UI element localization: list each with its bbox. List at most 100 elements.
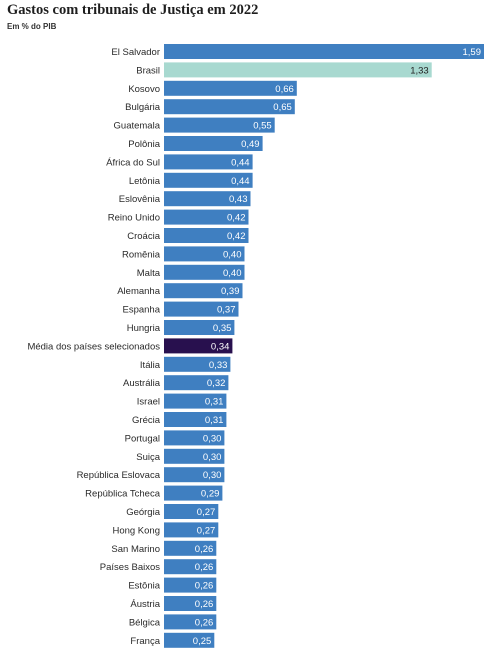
value-label: 0,33 <box>209 360 228 371</box>
bar-brasil <box>164 62 432 78</box>
category-label: Romênia <box>122 249 161 260</box>
value-label: 0,34 <box>211 341 230 352</box>
value-label: 0,40 <box>223 268 242 279</box>
category-label: El Salvador <box>111 47 160 58</box>
category-label: Brasil <box>136 65 160 76</box>
bar-croacia <box>164 228 249 243</box>
category-label: Portugal <box>125 433 160 444</box>
value-label: 0,37 <box>217 305 236 316</box>
bar-guatemala <box>164 117 275 133</box>
bar-row-el-salvador: El Salvador 1,59 <box>111 44 484 59</box>
category-label: Média dos países selecionados <box>27 341 160 352</box>
value-label: 0,55 <box>253 121 272 132</box>
bar-australia <box>164 375 229 391</box>
value-label: 0,26 <box>195 544 214 555</box>
category-label: Hungria <box>127 323 161 334</box>
category-label: Kosovo <box>128 84 160 95</box>
value-label: 0,44 <box>231 176 250 187</box>
category-label: Austrália <box>123 378 161 389</box>
value-label: 0,42 <box>227 213 246 224</box>
value-label: 0,43 <box>229 194 248 205</box>
value-label: 0,26 <box>195 617 214 628</box>
bar-row-republica-tcheca: República Tcheca 0,29 <box>85 485 223 501</box>
category-label: Alemanha <box>117 286 160 297</box>
bar-row-grecia: Grécia 0,31 <box>132 412 227 427</box>
value-label: 0,26 <box>195 581 214 592</box>
bar-row-israel: Israel 0,31 <box>137 393 227 409</box>
bar-row-hungria: Hungria 0,35 <box>127 320 235 335</box>
bar-paises-baixos <box>164 559 217 575</box>
category-label: África do Sul <box>106 157 160 168</box>
category-label: San Marino <box>111 544 160 555</box>
value-label: 0,29 <box>201 489 220 500</box>
bar-media-dos-paises-selecionados <box>164 338 233 354</box>
value-label: 1,33 <box>410 65 429 76</box>
category-label: Letônia <box>129 176 161 187</box>
bar-row-hong-kong: Hong Kong 0,27 <box>112 522 219 538</box>
value-label: 0,65 <box>273 102 292 113</box>
bar-malta <box>164 264 245 280</box>
bar-row-letonia: Letônia 0,44 <box>129 172 253 188</box>
value-label: 0,27 <box>197 507 216 518</box>
bar-hungria <box>164 320 235 335</box>
bar-row-romenia: Romênia 0,40 <box>122 246 245 262</box>
value-label: 0,35 <box>213 323 232 334</box>
bar-row-republica-eslovaca: República Eslovaca 0,30 <box>77 467 225 483</box>
bar-eslovenia <box>164 191 251 207</box>
bar-africa-do-sul <box>164 154 253 170</box>
bar-row-suica: Suiça 0,30 <box>136 448 225 464</box>
category-label: Áustria <box>130 599 160 610</box>
value-label: 0,44 <box>231 157 250 168</box>
bar-republica-tcheca <box>164 485 223 501</box>
bar-suica <box>164 448 225 464</box>
bar-row-brasil: Brasil 1,33 <box>136 62 432 78</box>
bar-italia <box>164 356 231 372</box>
bar-reino-unido <box>164 209 249 225</box>
bar-row-georgia: Geórgia 0,27 <box>126 504 219 519</box>
category-label: Suiça <box>136 452 160 463</box>
bar-portugal <box>164 430 225 446</box>
bar-row-polonia: Polônia 0,49 <box>128 136 263 151</box>
value-label: 0,32 <box>207 378 226 389</box>
category-label: Polônia <box>128 139 160 150</box>
bar-row-estonia: Estônia 0,26 <box>128 577 217 593</box>
bar-row-media-dos-paises-selecionados: Média dos países selecionados 0,34 <box>27 338 233 354</box>
value-label: 0,27 <box>197 525 216 536</box>
bar-row-kosovo: Kosovo 0,66 <box>128 80 297 96</box>
value-label: 0,49 <box>241 139 260 150</box>
category-label: República Eslovaca <box>77 470 161 481</box>
value-label: 0,30 <box>203 470 222 481</box>
bar-row-san-marino: San Marino 0,26 <box>111 540 217 556</box>
category-label: Geórgia <box>126 507 161 518</box>
bar-georgia <box>164 504 219 519</box>
category-label: Estônia <box>128 581 160 592</box>
bar-row-malta: Malta 0,40 <box>137 264 245 280</box>
category-label: Eslovênia <box>119 194 161 205</box>
bar-san-marino <box>164 540 217 556</box>
category-label: Grécia <box>132 415 161 426</box>
bar-romenia <box>164 246 245 262</box>
bar-belgica <box>164 614 217 630</box>
bar-grecia <box>164 412 227 427</box>
bar-row-guatemala: Guatemala 0,55 <box>114 117 275 133</box>
bar-row-portugal: Portugal 0,30 <box>125 430 225 446</box>
category-label: Bélgica <box>129 617 161 628</box>
value-label: 0,31 <box>205 415 224 426</box>
bar-row-italia: Itália 0,33 <box>140 356 231 372</box>
category-label: Reino Unido <box>108 213 160 224</box>
category-label: República Tcheca <box>85 489 161 500</box>
chart-title: Gastos com tribunais de Justiça em 2022 <box>7 2 259 18</box>
category-label: Malta <box>137 268 161 279</box>
bar-row-austria: Áustria 0,26 <box>130 596 217 611</box>
bar-row-paises-baixos: Países Baixos 0,26 <box>100 559 217 575</box>
bar-polonia <box>164 136 263 151</box>
category-label: Bulgária <box>125 102 161 113</box>
value-label: 0,66 <box>275 84 294 95</box>
category-label: Países Baixos <box>100 562 160 573</box>
value-label: 0,26 <box>195 562 214 573</box>
bar-row-bulgaria: Bulgária 0,65 <box>125 99 295 115</box>
bar-israel <box>164 393 227 409</box>
category-label: Israel <box>137 397 160 408</box>
value-label: 1,59 <box>463 47 482 58</box>
